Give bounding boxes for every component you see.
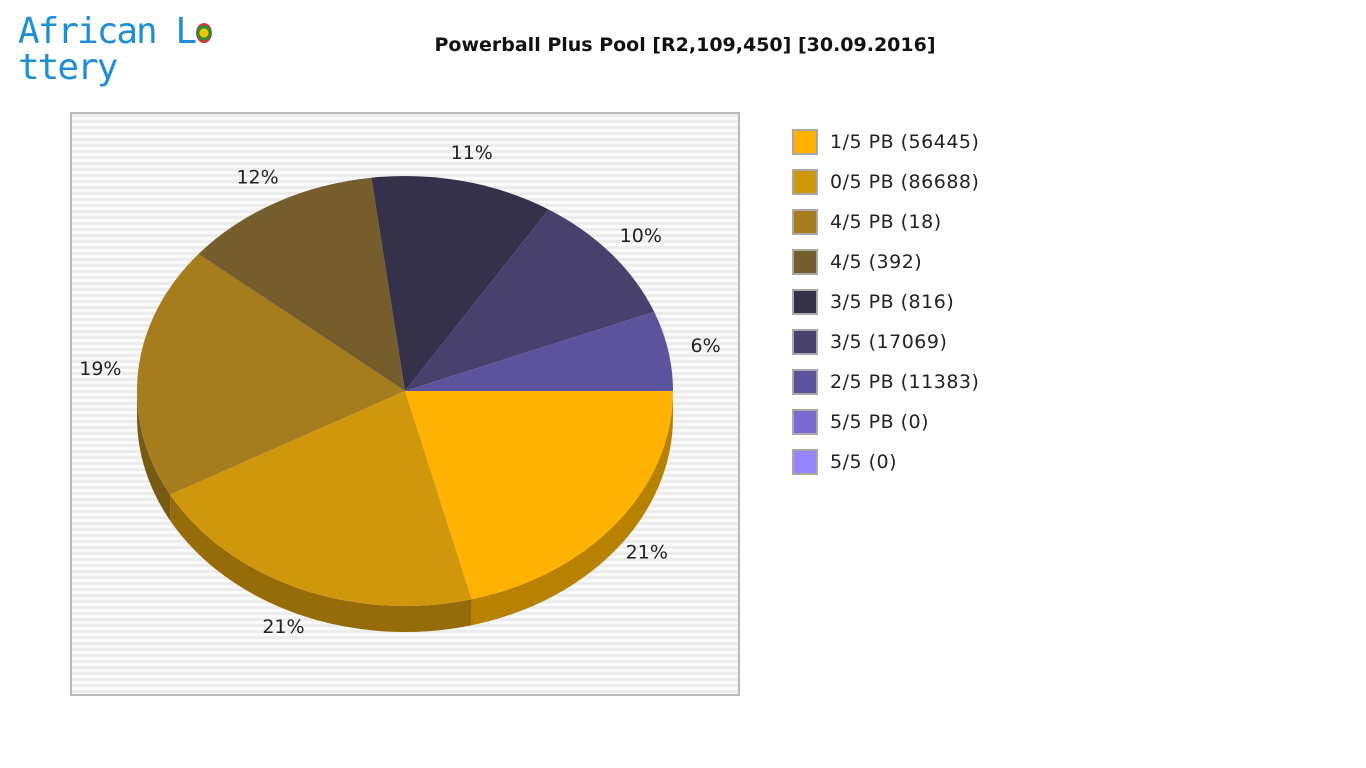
- legend-swatch: [792, 289, 818, 315]
- african-lottery-logo[interactable]: African Lttery: [18, 6, 258, 86]
- slice-percent-label-2: 19%: [79, 358, 121, 380]
- legend-label: 2/5 PB (11383): [830, 371, 980, 393]
- legend: 1/5 PB (56445) 0/5 PB (86688) 4/5 PB (18) 4…: [792, 122, 979, 482]
- slice-percent-label-4: 11%: [451, 142, 493, 164]
- legend-swatch: [792, 169, 818, 195]
- legend-label: 5/5 (0): [830, 451, 898, 473]
- slice-percent-label-0: 21%: [626, 542, 668, 564]
- slice-percent-label-3: 12%: [236, 166, 278, 188]
- legend-swatch: [792, 449, 818, 475]
- legend-item: 4/5 (392): [792, 242, 979, 282]
- legend-item: 4/5 PB (18): [792, 202, 979, 242]
- legend-item: 0/5 PB (86688): [792, 162, 979, 202]
- pie-side-1: [170, 494, 472, 632]
- legend-swatch: [792, 329, 818, 355]
- legend-label: 3/5 PB (816): [830, 291, 955, 313]
- legend-label: 3/5 (17069): [830, 331, 948, 353]
- pie-slice-5[interactable]: [405, 209, 655, 391]
- pie-side-0: [471, 391, 673, 626]
- legend-swatch: [792, 369, 818, 395]
- legend-label: 4/5 PB (18): [830, 211, 942, 233]
- legend-swatch: [792, 249, 818, 275]
- legend-item: 3/5 PB (816): [792, 282, 979, 322]
- legend-label: 5/5 PB (0): [830, 411, 930, 433]
- legend-label: 4/5 (392): [830, 251, 923, 273]
- legend-item: 2/5 PB (11383): [792, 362, 979, 402]
- legend-item: 3/5 (17069): [792, 322, 979, 362]
- legend-label: 0/5 PB (86688): [830, 171, 980, 193]
- pie-chart: 21% 21% 19% 12% 11% 10% 6%: [79, 142, 721, 638]
- slice-percent-label-6: 6%: [691, 335, 721, 357]
- pie-slice-2[interactable]: [137, 253, 405, 495]
- pie-side-2: [137, 391, 171, 521]
- legend-item: 5/5 (0): [792, 442, 979, 482]
- slice-percent-label-1: 21%: [262, 616, 304, 638]
- pie-slice-1[interactable]: [170, 391, 472, 606]
- legend-swatch: [792, 209, 818, 235]
- legend-label: 1/5 PB (56445): [830, 131, 980, 153]
- legend-swatch: [792, 409, 818, 435]
- pie-slice-3[interactable]: [198, 177, 405, 391]
- pie-slice-4[interactable]: [371, 176, 549, 391]
- legend-swatch: [792, 129, 818, 155]
- pie-slice-0[interactable]: [405, 391, 673, 600]
- logo-text: African Lttery: [18, 14, 258, 86]
- slice-percent-label-5: 10%: [620, 225, 662, 247]
- legend-item: 1/5 PB (56445): [792, 122, 979, 162]
- chart-title: Powerball Plus Pool [R2,109,450] [30.09.…: [434, 34, 936, 56]
- logo-ball-icon: [196, 23, 213, 43]
- pie-slice-6[interactable]: [405, 311, 673, 391]
- legend-item: 5/5 PB (0): [792, 402, 979, 442]
